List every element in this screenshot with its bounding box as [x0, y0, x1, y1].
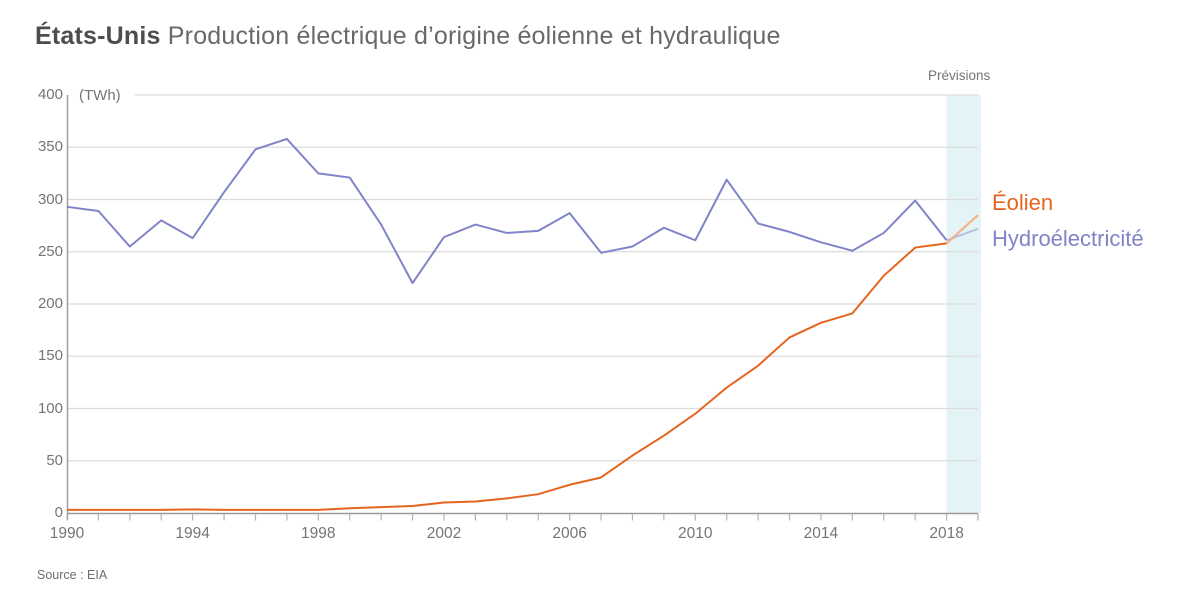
- forecast-label: Prévisions: [928, 68, 991, 83]
- x-tick-label: 2014: [803, 525, 839, 542]
- source-caption: Source : EIA: [37, 568, 108, 582]
- y-tick-label: 100: [37, 399, 63, 417]
- unit-label: (TWh): [79, 87, 121, 104]
- y-tick-label: 200: [37, 295, 63, 312]
- wind-forecast-line: [945, 214, 979, 245]
- y-tick-label: 0: [54, 504, 63, 521]
- page-title: États-Unis Production électrique d’origi…: [35, 22, 781, 51]
- legend-wind-label: Éolien: [992, 190, 1054, 215]
- title-country: États-Unis: [35, 22, 161, 50]
- y-tick-label: 350: [37, 138, 63, 156]
- x-tick-label: 1994: [175, 525, 210, 542]
- y-tick-label: 150: [37, 347, 63, 365]
- x-tick-label: 1998: [301, 525, 336, 542]
- y-tick-label: 50: [46, 451, 63, 469]
- y-tick-label: 300: [37, 190, 63, 208]
- legend-hydro-label: Hydroélectricité: [992, 226, 1144, 251]
- wind-line: [67, 242, 947, 511]
- x-tick-label: 2010: [678, 525, 713, 542]
- x-tick-label: 2006: [552, 525, 587, 542]
- x-tick-label: 2002: [426, 525, 462, 542]
- y-tick-label: 400: [37, 86, 63, 103]
- hydro-line: [66, 137, 948, 285]
- y-tick-label: 250: [37, 242, 63, 260]
- x-tick-label: 1990: [49, 525, 85, 542]
- x-tick-label: 2018: [929, 525, 964, 542]
- title-subject: Production électrique d’origine éolienne…: [167, 22, 781, 50]
